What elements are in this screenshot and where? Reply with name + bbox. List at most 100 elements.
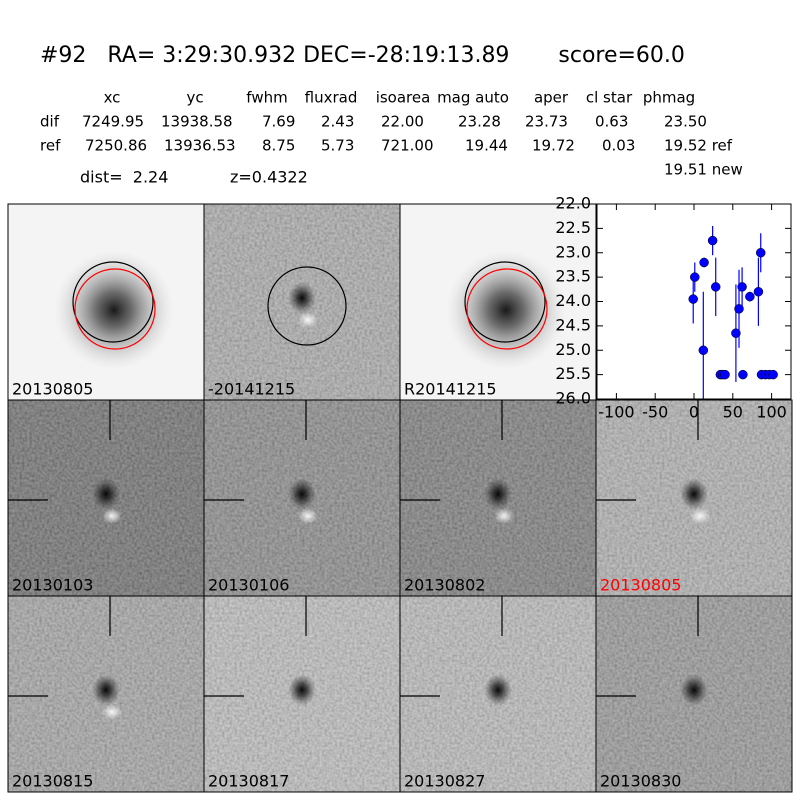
y-tick-label: 23.0 (555, 242, 591, 261)
column-header: aper (534, 89, 569, 107)
x-tick-label: 0 (689, 403, 699, 422)
stamp: 20130106 (203, 399, 401, 597)
table-cell: 13936.53 (164, 137, 236, 155)
y-tick-label: 26.0 (555, 389, 591, 408)
table-cell: 0.63 (595, 113, 628, 131)
table-cell: 19.72 (532, 137, 575, 155)
table-cell: 0.03 (602, 137, 635, 155)
stamp: 20130817 (203, 595, 401, 793)
y-tick-label: 25.5 (555, 364, 591, 383)
column-header: fwhm (246, 89, 287, 107)
source (680, 674, 708, 706)
table-cell: 23.28 (458, 113, 501, 131)
stamp-label: 20130805 (600, 576, 681, 595)
stamp: -20141215 (203, 203, 401, 401)
table-cell: 5.73 (321, 137, 354, 155)
residual (102, 704, 122, 720)
aperture (74, 268, 156, 350)
table-cell: 22.00 (381, 113, 424, 131)
point (734, 304, 744, 314)
source (484, 478, 512, 510)
source (484, 674, 512, 706)
table-cell: 7249.95 (82, 113, 144, 131)
x-tick-label: 100 (756, 403, 787, 422)
row-label: ref (40, 137, 61, 155)
table-cell: 7.69 (262, 113, 295, 131)
stamp: 20130802 (399, 399, 597, 597)
residual (298, 508, 318, 524)
stamp-label: 20130106 (208, 576, 289, 595)
source (288, 282, 316, 314)
stamp-label: 20130817 (208, 772, 289, 791)
stamp-label: 20130827 (404, 772, 485, 791)
point (755, 248, 766, 258)
y-tick-label: 22.0 (555, 194, 591, 213)
table-cell: 19.44 (465, 137, 508, 155)
table-cell: 23.73 (525, 113, 568, 131)
stamp-label: 20130103 (12, 576, 93, 595)
x-tick-label: -100 (598, 403, 634, 422)
point (688, 294, 698, 304)
point (745, 291, 755, 302)
point (699, 257, 709, 268)
stamp-label: -20141215 (208, 380, 295, 399)
stamp: 20130830 (595, 595, 793, 793)
point (753, 287, 764, 297)
stamp: R20141215 (399, 203, 597, 401)
column-header: yc (186, 89, 203, 107)
table-cell: 2.43 (321, 113, 354, 131)
point (738, 369, 748, 380)
stamp: 20130815 (7, 595, 205, 793)
light-curve: 22.0 22.5 23.0 23.5 24.0 24.5 25.0 25.5 26.0 -100… (555, 194, 792, 422)
row-label: dif (40, 113, 60, 131)
column-header: phmag (643, 89, 695, 107)
stamp-label: 20130830 (600, 772, 681, 791)
stamp: 20130805 (7, 203, 205, 401)
stamp-label: 20130805 (12, 380, 93, 399)
table-cell: 19.52 ref (664, 137, 733, 155)
residual (494, 508, 514, 524)
source (680, 478, 708, 510)
residual (102, 508, 122, 524)
source (288, 674, 316, 706)
point (698, 345, 709, 355)
aperture (466, 268, 548, 350)
source (92, 478, 120, 510)
y-tick-label: 24.0 (555, 291, 591, 310)
column-header: isoarea (376, 89, 431, 107)
column-header: cl star (586, 89, 633, 107)
redshift: z=0.4322 (230, 168, 308, 187)
table-cell: 721.00 (381, 137, 434, 155)
stamp: 20130827 (399, 595, 597, 793)
y-tick-label: 22.5 (555, 218, 591, 237)
dist: dist= 2.24 (80, 168, 168, 187)
y-tick-label: 23.5 (555, 267, 591, 286)
table-cell: 23.50 (664, 113, 707, 131)
table-cell: 7250.86 (85, 137, 147, 155)
point (731, 328, 741, 338)
residual (690, 508, 710, 524)
galaxy-halo (446, 250, 566, 370)
x-tick-label: 50 (723, 403, 743, 422)
stamp: 20130103 (7, 399, 205, 597)
point (690, 272, 700, 282)
y-tick-label: 25.0 (555, 340, 591, 359)
source (288, 478, 316, 510)
stamp-border (595, 595, 793, 793)
y-tick-label: 24.5 (555, 315, 591, 334)
point (737, 282, 747, 292)
stamp-label: 20130815 (12, 772, 93, 791)
stamp-label: 20130802 (404, 576, 485, 595)
title: #92 RA= 3:29:30.932 DEC=-28:19:13.89 sco… (40, 43, 685, 68)
column-header: xc (104, 89, 121, 107)
column-header: fluxrad (305, 89, 358, 107)
stamp-label: R20141215 (404, 380, 497, 399)
source (92, 674, 120, 706)
aperture (267, 266, 347, 346)
stamp: 20130805 (595, 399, 793, 597)
point (720, 369, 730, 380)
plot-frame (596, 203, 792, 400)
column-header: mag auto (437, 89, 509, 107)
point (710, 282, 721, 292)
